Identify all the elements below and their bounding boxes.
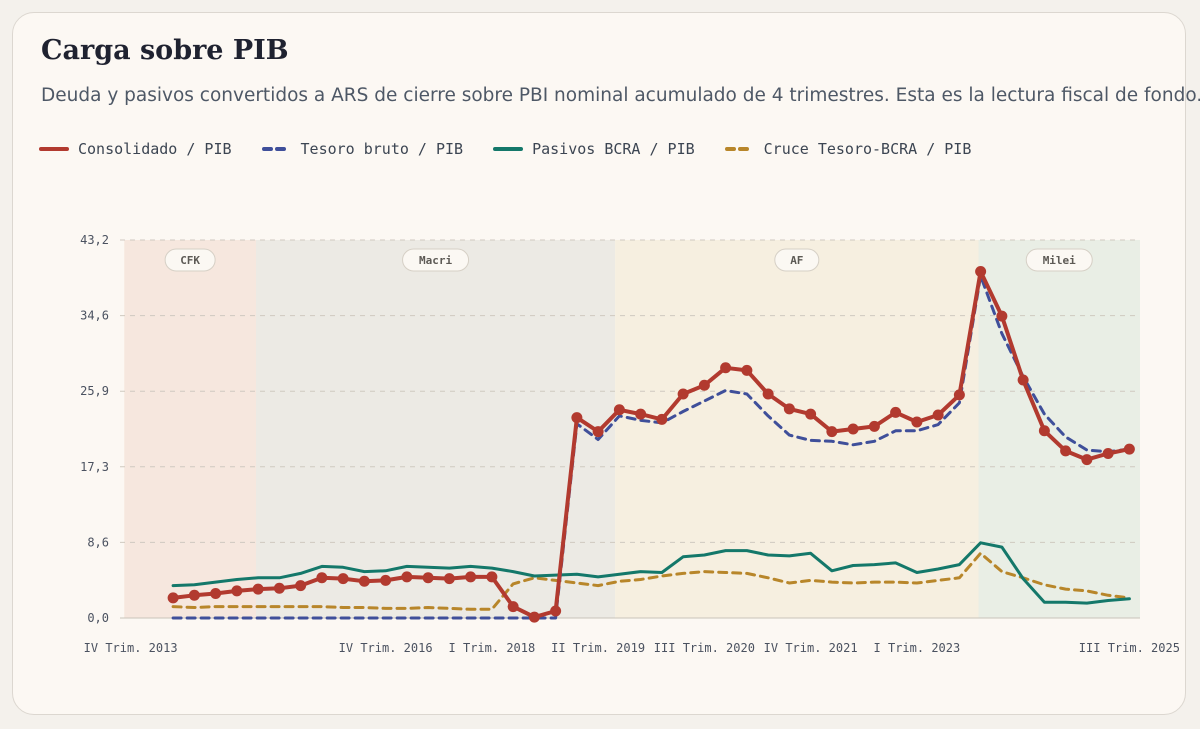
data-point-consolidado [826, 426, 838, 438]
period-pill-cfk [164, 248, 216, 272]
y-tick-label: 0,0 [87, 611, 109, 625]
y-tick-label: 43,2 [80, 233, 109, 247]
data-point-consolidado [550, 605, 562, 617]
data-point-consolidado [698, 379, 710, 391]
x-tick-label: I Trim. 2023 [874, 641, 961, 655]
period-pill-macri [402, 248, 470, 272]
legend-swatch-consolidado [39, 147, 69, 151]
y-tick-label: 25,9 [80, 384, 109, 398]
legend-swatch-cruce [724, 147, 755, 151]
legend-item-bcra[interactable]: Pasivos BCRA / PIB [493, 140, 695, 158]
legend-swatch-tesoro [261, 147, 292, 151]
data-point-consolidado [996, 310, 1008, 322]
data-point-consolidado [273, 582, 285, 594]
data-point-consolidado [380, 574, 392, 586]
legend-label-tesoro: Tesoro bruto / PIB [300, 140, 464, 158]
data-point-consolidado [720, 362, 732, 374]
data-point-consolidado [401, 571, 413, 583]
data-point-consolidado [1017, 374, 1029, 386]
chart-subtitle: Deuda y pasivos convertidos a ARS de cie… [41, 85, 1200, 106]
period-band-cfk [124, 240, 256, 618]
data-point-consolidado [890, 406, 902, 418]
data-point-consolidado [911, 416, 923, 428]
legend-swatch-bcra [493, 147, 524, 151]
y-tick-label: 34,6 [80, 309, 109, 323]
x-tick-label: I Trim. 2018 [449, 641, 536, 655]
data-point-consolidado [486, 571, 498, 583]
period-label-af: AF [790, 254, 803, 267]
period-label-milei: Milei [1043, 254, 1076, 267]
data-point-consolidado [188, 589, 200, 601]
data-point-consolidado [805, 408, 817, 420]
period-label-macri: Macri [419, 254, 452, 267]
y-tick-label: 8,6 [87, 535, 109, 549]
legend-item-cruce[interactable]: Cruce Tesoro-BCRA / PIB [724, 140, 972, 158]
data-point-consolidado [592, 426, 604, 438]
data-point-consolidado [1123, 443, 1135, 455]
series-line-cruce [171, 551, 1131, 611]
data-point-consolidado [932, 409, 944, 421]
data-point-consolidado [783, 403, 795, 415]
x-tick-label: III Trim. 2020 [654, 641, 755, 655]
x-tick-label: IV Trim. 2013 [84, 641, 178, 655]
data-point-consolidado [1038, 425, 1050, 437]
legend-label-cruce: Cruce Tesoro-BCRA / PIB [763, 140, 972, 158]
data-point-consolidado [1102, 448, 1114, 459]
data-point-consolidado [358, 575, 370, 587]
data-point-consolidado [635, 408, 647, 420]
data-point-consolidado [528, 611, 540, 623]
data-point-consolidado [953, 389, 965, 401]
data-point-consolidado [741, 364, 753, 376]
data-point-consolidado [316, 572, 328, 584]
legend-label-consolidado: Consolidado / PIB [78, 140, 232, 158]
data-point-consolidado [443, 573, 455, 585]
data-point-consolidado [762, 388, 774, 400]
data-point-consolidado [167, 592, 179, 604]
data-point-consolidado [975, 266, 987, 277]
legend-item-consolidado[interactable]: Consolidado / PIB [39, 140, 232, 158]
data-point-consolidado [231, 585, 243, 597]
chart-title: Carga sobre PIB [41, 35, 289, 66]
data-point-consolidado [422, 572, 434, 584]
x-tick-label: III Trim. 2025 [1079, 641, 1180, 655]
x-tick-label: II Trim. 2019 [551, 641, 645, 655]
y-tick-label: 17,3 [80, 460, 109, 474]
data-point-consolidado [1081, 454, 1093, 466]
data-point-consolidado [465, 571, 477, 583]
series-line-consolidado [171, 269, 1132, 620]
data-point-consolidado [507, 601, 519, 613]
x-tick-label: IV Trim. 2016 [339, 641, 433, 655]
data-point-consolidado [677, 388, 689, 400]
period-pill-af [774, 248, 820, 272]
data-point-consolidado [295, 580, 307, 592]
data-point-consolidado [1060, 445, 1072, 457]
legend-label-bcra: Pasivos BCRA / PIB [532, 140, 695, 158]
data-point-consolidado [337, 573, 349, 585]
legend-item-tesoro[interactable]: Tesoro bruto / PIB [261, 140, 464, 158]
data-point-consolidado [656, 413, 668, 425]
period-pill-milei [1025, 248, 1093, 272]
data-point-consolidado [210, 588, 222, 599]
chart-legend: Consolidado / PIB Tesoro bruto / PIB Pas… [39, 140, 971, 158]
period-band-macri [256, 240, 616, 618]
data-point-consolidado [847, 423, 859, 435]
data-point-consolidado [613, 404, 625, 416]
data-point-consolidado [571, 412, 583, 424]
x-tick-label: IV Trim. 2021 [764, 641, 858, 655]
data-point-consolidado [252, 583, 264, 595]
period-label-cfk: CFK [180, 254, 200, 267]
data-point-consolidado [868, 420, 880, 432]
series-line-bcra [171, 541, 1131, 605]
